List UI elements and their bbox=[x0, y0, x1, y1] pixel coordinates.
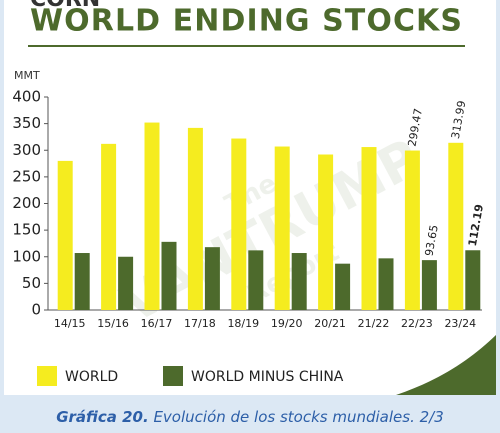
y-tick-label: 100 bbox=[12, 247, 41, 265]
y-tick-label: 250 bbox=[12, 167, 41, 185]
bar bbox=[248, 250, 264, 310]
legend-label: WORLD MINUS CHINA bbox=[191, 369, 344, 385]
x-tick-label: 16/17 bbox=[141, 317, 173, 330]
x-tick-label: 20/21 bbox=[314, 317, 346, 330]
bar bbox=[421, 260, 437, 310]
bar bbox=[318, 154, 334, 310]
bar bbox=[144, 122, 160, 310]
x-tick-label: 14/15 bbox=[54, 317, 86, 330]
bar bbox=[101, 143, 117, 310]
bar bbox=[231, 138, 247, 310]
bar bbox=[335, 263, 351, 310]
chart-title: WORLD ENDING STOCKS bbox=[30, 4, 462, 39]
x-tick-label: 21/22 bbox=[358, 317, 390, 330]
legend-swatch bbox=[163, 366, 183, 386]
x-tick-label: 19/20 bbox=[271, 317, 303, 330]
bar bbox=[204, 247, 220, 310]
y-tick-label: 400 bbox=[12, 88, 41, 106]
bar bbox=[74, 253, 90, 310]
x-tick-label: 18/19 bbox=[227, 317, 259, 330]
bar bbox=[57, 160, 73, 310]
bar bbox=[404, 150, 420, 310]
bar bbox=[378, 258, 394, 310]
bar bbox=[118, 256, 134, 310]
y-tick-label: 50 bbox=[22, 274, 41, 292]
bar bbox=[161, 241, 177, 310]
caption: Gráfica 20. Evolución de los stocks mund… bbox=[56, 408, 444, 426]
y-tick-label: 300 bbox=[12, 141, 41, 159]
value-label: 93.65 bbox=[423, 224, 441, 257]
bar bbox=[361, 147, 377, 310]
bar bbox=[448, 142, 464, 310]
caption-text: Evolución de los stocks mundiales. 2/3 bbox=[153, 408, 443, 426]
bar bbox=[465, 250, 481, 310]
bar bbox=[291, 253, 307, 310]
y-tick-label: 200 bbox=[12, 194, 41, 212]
legend-swatch bbox=[37, 366, 57, 386]
y-tick-label: 350 bbox=[12, 114, 41, 132]
x-tick-label: 23/24 bbox=[444, 317, 476, 330]
chart-supertitle: CORN bbox=[30, 0, 100, 12]
bar bbox=[274, 146, 290, 310]
y-axis-label: MMT bbox=[14, 69, 40, 82]
x-tick-label: 17/18 bbox=[184, 317, 216, 330]
y-tick-label: 0 bbox=[31, 301, 41, 319]
legend-label: WORLD bbox=[65, 369, 118, 385]
bar bbox=[187, 127, 203, 310]
caption-label: Gráfica 20. bbox=[56, 408, 148, 426]
corner-swoosh bbox=[396, 335, 496, 395]
x-tick-label: 22/23 bbox=[401, 317, 433, 330]
x-tick-label: 15/16 bbox=[97, 317, 129, 330]
y-tick-label: 150 bbox=[12, 221, 41, 239]
